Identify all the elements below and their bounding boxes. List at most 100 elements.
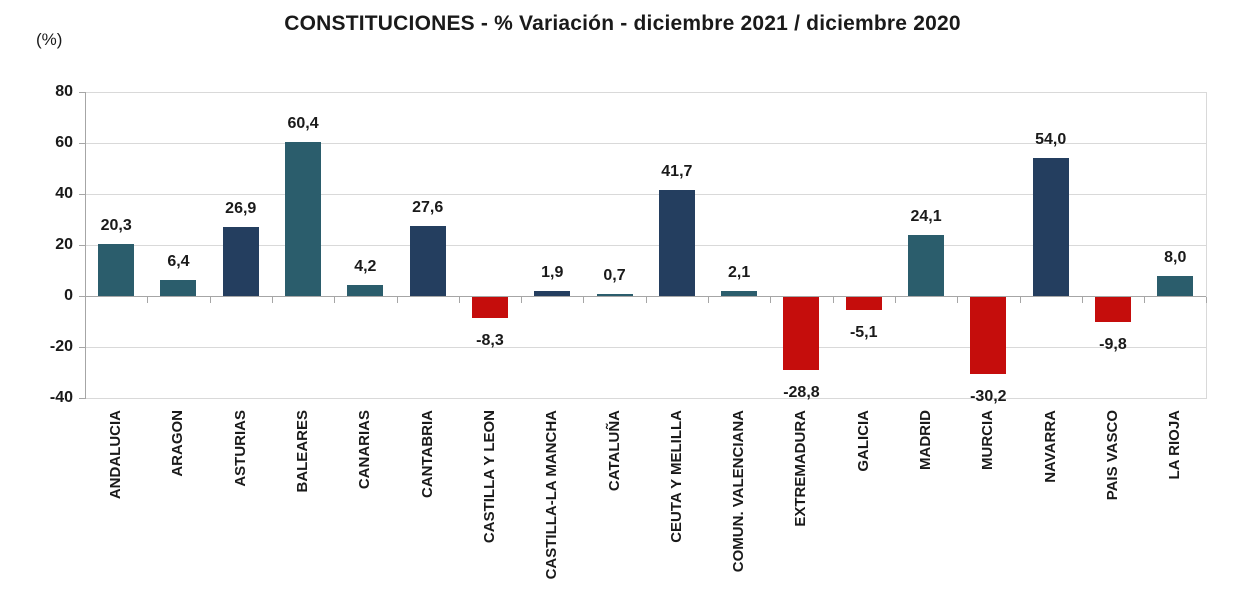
x-axis-tick	[334, 297, 335, 303]
bar-value-label: 60,4	[287, 114, 319, 132]
x-category-label-text: ANDALUCIA	[107, 410, 125, 500]
x-category-label: COMUN. VALENCIANA	[708, 410, 770, 610]
x-category-label-text: CEUTA Y MELILLA	[667, 410, 685, 543]
y-axis-line	[85, 92, 86, 399]
bar-value-label: 24,1	[910, 207, 942, 225]
y-tick-label: -20	[49, 338, 73, 355]
bar-pais-vasco	[1094, 297, 1131, 322]
x-category-label-text: EXTREMADURA	[792, 410, 810, 527]
y-axis-tick	[79, 92, 85, 93]
bar-value-label: 41,7	[661, 162, 693, 180]
x-axis-tick	[708, 297, 709, 303]
bar-catalu-a	[596, 294, 633, 296]
x-category-label: CEUTA Y MELILLA	[646, 410, 708, 610]
x-category-label: ARAGON	[147, 410, 209, 610]
x-axis-tick	[583, 297, 584, 303]
x-category-label: GALICIA	[833, 410, 895, 610]
bar-value-label: 27,6	[412, 198, 444, 216]
bar-la-rioja	[1157, 275, 1194, 296]
y-tick-label: 20	[55, 236, 73, 253]
bar-value-label: 1,9	[541, 264, 564, 282]
bar-madrid	[908, 234, 945, 296]
x-category-label-text: BALEARES	[294, 410, 312, 493]
bar-cantabria	[409, 225, 446, 296]
y-tick-label: 40	[55, 185, 73, 202]
x-category-label: BALEARES	[272, 410, 334, 610]
bar-castilla-y-leon	[471, 297, 508, 319]
x-category-label-text: COMUN. VALENCIANA	[730, 410, 748, 573]
x-category-label: CASTILLA-LA MANCHA	[521, 410, 583, 610]
x-axis-tick	[1144, 297, 1145, 303]
bar-galicia	[845, 297, 882, 310]
bar-value-label: 54,0	[1035, 131, 1067, 149]
x-category-label-text: LA RIOJA	[1166, 410, 1184, 480]
bar-andalucia	[98, 244, 135, 296]
x-axis-zero-line	[85, 296, 1206, 297]
x-axis-tick	[1206, 297, 1207, 303]
x-category-label-text: CASTILLA-LA MANCHA	[543, 410, 561, 580]
x-axis-tick	[833, 297, 834, 303]
x-axis-tick	[459, 297, 460, 303]
x-category-label: CATALUÑA	[583, 410, 645, 610]
bar-castilla-la-mancha	[534, 291, 571, 296]
x-category-label-text: GALICIA	[854, 410, 872, 472]
x-category-label: EXTREMADURA	[770, 410, 832, 610]
x-category-label-text: CATALUÑA	[605, 410, 623, 492]
bar-comun-valenciana	[721, 290, 758, 296]
plot-right-border	[1206, 92, 1207, 399]
x-category-label-text: CASTILLA Y LEON	[480, 410, 498, 544]
x-axis-tick	[397, 297, 398, 303]
bar-value-label: 20,3	[100, 217, 132, 235]
y-axis-tick	[79, 245, 85, 246]
x-category-label: ANDALUCIA	[85, 410, 147, 610]
x-category-label: LA RIOJA	[1144, 410, 1206, 610]
bar-navarra	[1032, 158, 1069, 296]
bar-value-label: 2,1	[728, 263, 751, 281]
x-category-label-text: MADRID	[917, 410, 935, 470]
x-category-label: MURCIA	[957, 410, 1019, 610]
x-category-label: ASTURIAS	[210, 410, 272, 610]
y-axis-unit-label: (%)	[36, 30, 63, 49]
bar-murcia	[970, 297, 1007, 374]
x-category-label-text: ARAGON	[169, 410, 187, 477]
y-axis-tick	[79, 347, 85, 348]
bar-canarias	[347, 285, 384, 296]
bar-value-label: 6,4	[167, 252, 190, 270]
gridline	[85, 398, 1206, 399]
x-axis-tick	[210, 297, 211, 303]
x-axis-tick	[85, 297, 86, 303]
x-axis-tick	[147, 297, 148, 303]
bar-value-label: 4,2	[354, 258, 377, 276]
y-tick-label: 80	[55, 83, 73, 100]
x-axis-tick	[957, 297, 958, 303]
bar-ceuta-y-melilla	[658, 189, 695, 296]
x-category-label: PAIS VASCO	[1082, 410, 1144, 610]
gridline	[85, 347, 1206, 348]
y-tick-label: 0	[64, 287, 73, 304]
y-tick-label: 60	[55, 134, 73, 151]
plot-area: 80 60 40 20 0 -20 -40 20,3 ANDALUCIA 6,4 ARAGON 26,…	[50, 83, 1207, 579]
bar-value-label: -28,8	[783, 384, 820, 402]
y-axis-tick	[79, 143, 85, 144]
gridline	[85, 194, 1206, 195]
bar-asturias	[222, 227, 259, 296]
bar-aragon	[160, 279, 197, 296]
gridline	[85, 143, 1206, 144]
bar-baleares	[285, 141, 322, 296]
bar-value-label: -5,1	[849, 324, 878, 341]
bar-value-label: -30,2	[970, 388, 1007, 405]
x-category-label: CANTABRIA	[397, 410, 459, 610]
x-category-label: NAVARRA	[1020, 410, 1082, 610]
x-axis-tick	[1082, 297, 1083, 303]
x-category-label-text: PAIS VASCO	[1103, 410, 1121, 501]
bar-extremadura	[783, 297, 820, 371]
x-category-label-text: CANARIAS	[356, 410, 374, 490]
x-axis-tick	[770, 297, 771, 303]
x-category-label: CASTILLA Y LEON	[459, 410, 521, 610]
y-tick-label: -40	[49, 389, 73, 406]
x-category-label-text: NAVARRA	[1041, 410, 1059, 483]
x-category-label: MADRID	[895, 410, 957, 610]
bar-value-label: 26,9	[225, 200, 257, 218]
x-category-label-text: MURCIA	[979, 410, 997, 470]
